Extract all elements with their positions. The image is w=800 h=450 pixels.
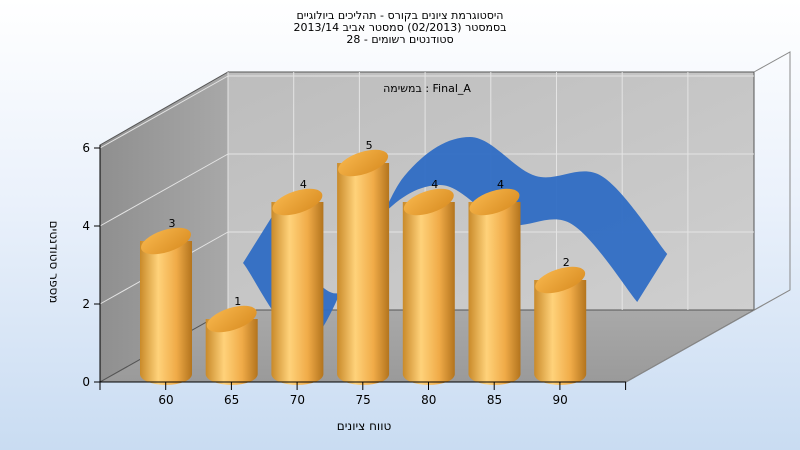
y-tick-label: 4 [82,219,90,233]
bar-body [337,163,390,385]
bar-70 [271,188,324,385]
x-tick-label-70: 70 [290,393,305,407]
bar-75 [337,149,390,385]
x-tick-label-75: 75 [355,393,370,407]
x-tick-label-90: 90 [553,393,568,407]
bar-body [205,319,258,385]
bar-top [535,266,586,294]
bar-body [140,241,192,385]
bar-body [468,202,521,385]
gridline-left [99,153,229,227]
y-axis-title: מספר סטודנטים [47,221,61,304]
x-tick-label-60: 60 [158,393,173,407]
bar-body [534,280,587,385]
x-axis-title: טווח ציונים [337,419,392,433]
x-tick-label-80: 80 [421,393,436,407]
bar-top [469,188,520,216]
y-tick-label: 2 [82,297,90,311]
title-line-3: סטודנטים רשומים - 28 [346,33,454,46]
data-label-70: 4 [300,178,307,191]
data-label-65: 1 [234,295,241,308]
data-label-75: 5 [366,139,373,152]
bar-top [141,227,191,255]
y-tick-label: 6 [82,141,90,155]
data-label-60: 3 [169,217,176,230]
bar-top [272,188,323,216]
x-tick-label-85: 85 [487,393,502,407]
bar-top [206,305,257,333]
chart-title: היסטוגרמת ציונים בקורס - תהליכים ביולוגי… [0,10,800,46]
bar-65 [205,305,258,385]
bar-60 [140,227,192,385]
bar-top [403,188,454,216]
chart-annotation: במשימה : Final_A [383,82,471,95]
bar-body [271,202,324,385]
gridline-left [99,75,229,149]
data-label-85: 4 [497,178,504,191]
right-frame-bottom [625,289,791,383]
trend-ribbon [243,137,668,342]
bar-90 [534,266,587,385]
bar-85 [468,188,521,385]
title-line-1: היסטוגרמת ציונים בקורס - תהליכים ביולוגי… [296,9,504,22]
bar-body [402,202,455,385]
right-frame-top [753,51,791,311]
bar-80 [402,188,455,385]
data-label-90: 2 [563,256,570,269]
data-label-80: 4 [431,178,438,191]
x-tick-label-65: 65 [224,393,239,407]
y-tick-label: 0 [82,375,90,389]
title-line-2: בסמסטר (02/2013) סמסטר אביב 2013/14 [293,21,507,34]
bar-top [338,149,389,177]
